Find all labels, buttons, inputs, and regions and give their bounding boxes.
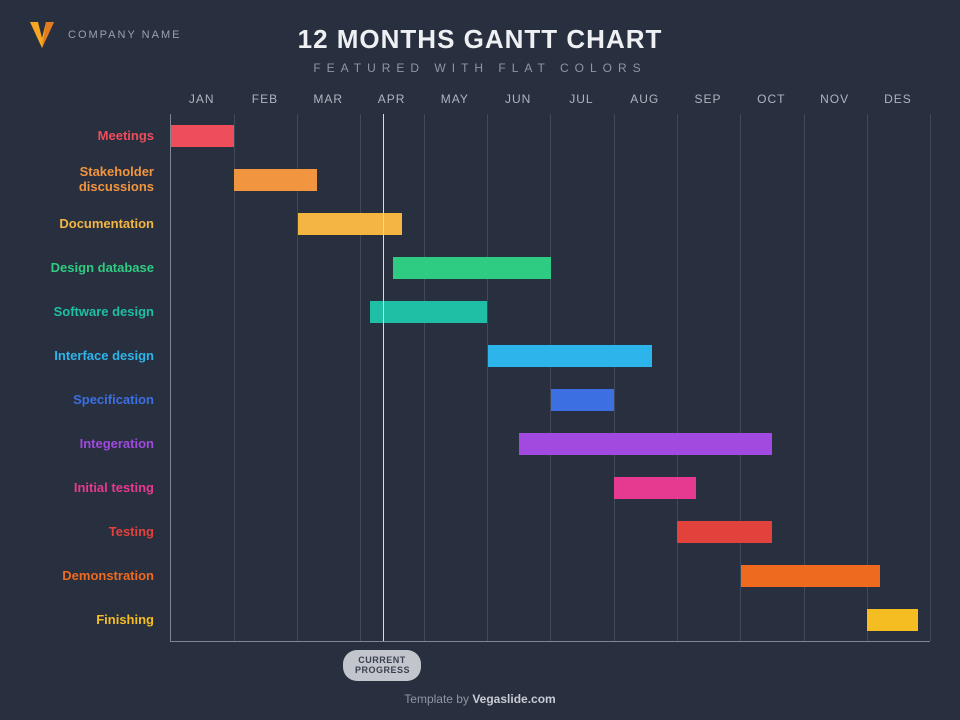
grid-line — [930, 114, 931, 641]
task-label: Demonstration — [40, 554, 162, 598]
task-label: Specification — [40, 378, 162, 422]
gantt-bar — [867, 609, 918, 631]
grid-line — [360, 114, 361, 641]
month-axis: JANFEBMARAPRMAYJUNJULAUGSEPOCTNOVDES — [170, 92, 930, 116]
gantt-bar — [551, 389, 614, 411]
task-label: Stakeholder discussions — [40, 158, 162, 202]
task-label: Initial testing — [40, 466, 162, 510]
gantt-bar — [614, 477, 696, 499]
grid-line — [740, 114, 741, 641]
grid-line — [867, 114, 868, 641]
month-label: JUN — [486, 92, 549, 116]
gantt-bar — [370, 301, 487, 323]
month-label: DES — [866, 92, 929, 116]
footer-credit: Template by Vegaslide.com — [0, 692, 960, 706]
month-label: JAN — [170, 92, 233, 116]
chart-grid — [170, 114, 930, 642]
gantt-bar — [488, 345, 653, 367]
month-label: APR — [360, 92, 423, 116]
footer-site: Vegaslide.com — [472, 692, 555, 706]
rows-area: MeetingsStakeholder discussionsDocumenta… — [40, 114, 930, 642]
task-label: Documentation — [40, 202, 162, 246]
task-label: Interface design — [40, 334, 162, 378]
gantt-bar — [171, 125, 234, 147]
gantt-bar — [298, 213, 402, 235]
grid-line — [677, 114, 678, 641]
gantt-bar — [519, 433, 772, 455]
month-label: FEB — [233, 92, 296, 116]
current-progress-line — [383, 114, 384, 641]
gantt-bar — [677, 521, 772, 543]
task-label: Meetings — [40, 114, 162, 158]
month-label: JUL — [550, 92, 613, 116]
gantt-chart: JANFEBMARAPRMAYJUNJULAUGSEPOCTNOVDES Mee… — [40, 92, 930, 116]
title-block: 12 MONTHS GANTT CHART FEATURED WITH FLAT… — [0, 24, 960, 75]
grid-line — [424, 114, 425, 641]
month-label: MAY — [423, 92, 486, 116]
grid-line — [487, 114, 488, 641]
month-label: AUG — [613, 92, 676, 116]
gantt-bar — [741, 565, 880, 587]
task-label: Software design — [40, 290, 162, 334]
gantt-bar — [234, 169, 316, 191]
current-progress-pill: CURRENT PROGRESS — [343, 650, 421, 681]
gantt-bar — [393, 257, 551, 279]
task-label: Design database — [40, 246, 162, 290]
month-label: NOV — [803, 92, 866, 116]
progress-pill-line2: PROGRESS — [355, 665, 409, 675]
task-label: Integeration — [40, 422, 162, 466]
task-label: Testing — [40, 510, 162, 554]
task-labels-col: MeetingsStakeholder discussionsDocumenta… — [40, 114, 162, 642]
grid-line — [614, 114, 615, 641]
grid-line — [297, 114, 298, 641]
chart-title: 12 MONTHS GANTT CHART — [0, 24, 960, 55]
chart-subtitle: FEATURED WITH FLAT COLORS — [0, 61, 960, 75]
task-label: Finishing — [40, 598, 162, 642]
month-label: SEP — [676, 92, 739, 116]
grid-line — [234, 114, 235, 641]
month-label: MAR — [297, 92, 360, 116]
grid-line — [804, 114, 805, 641]
footer-prefix: Template by — [404, 692, 472, 706]
grid-line — [550, 114, 551, 641]
progress-pill-line1: CURRENT — [355, 655, 409, 665]
month-label: OCT — [740, 92, 803, 116]
